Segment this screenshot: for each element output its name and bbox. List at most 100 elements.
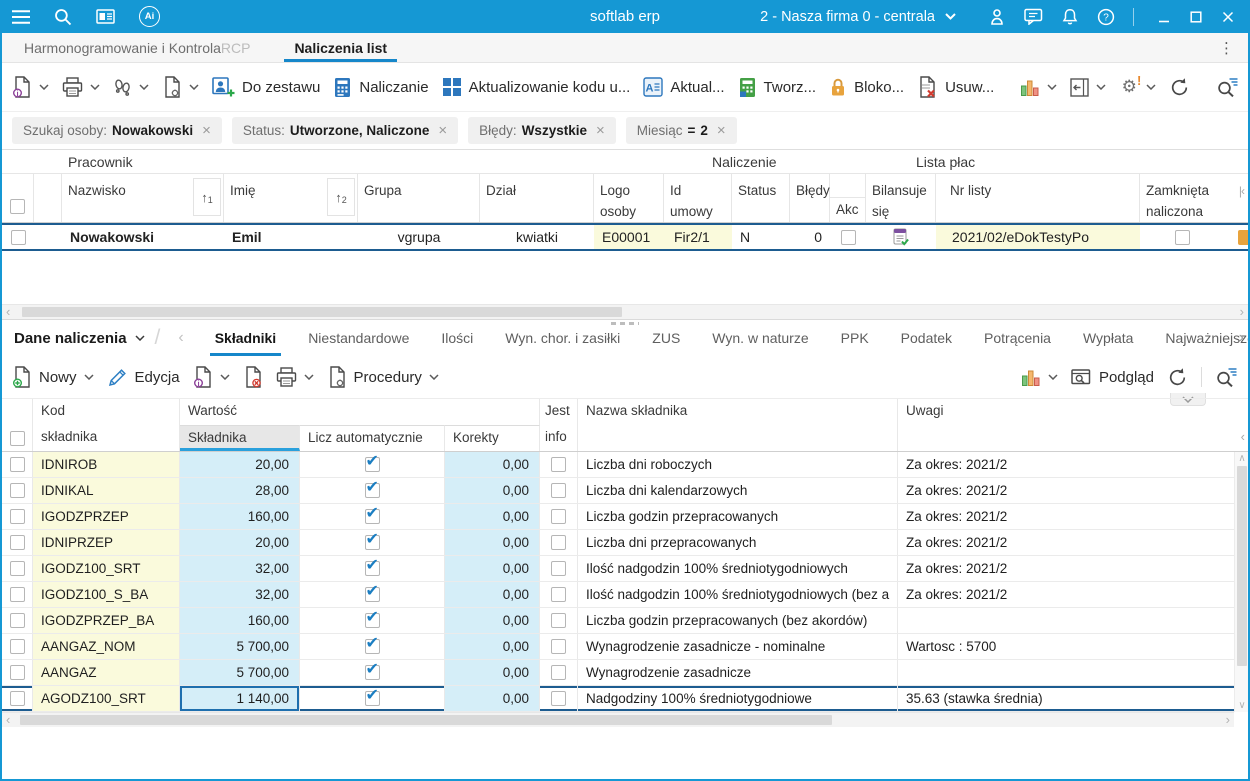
do-zestawu-button[interactable]: Do zestawu bbox=[212, 77, 320, 97]
filter-chip[interactable]: Status: Utworzone, Naliczone × bbox=[232, 117, 458, 144]
components-vertical-scrollbar[interactable]: ∧ ∨ bbox=[1234, 452, 1248, 712]
collapse-panel-icon[interactable]: |‹ bbox=[1239, 184, 1244, 198]
components-horizontal-scrollbar[interactable]: ‹ › bbox=[2, 712, 1234, 727]
cell-wartosc[interactable]: 28,00 bbox=[180, 478, 300, 503]
detail-tab[interactable]: Ilości bbox=[428, 320, 486, 356]
cell-korekty[interactable]: 0,00 bbox=[445, 530, 540, 555]
column-uwagi[interactable]: Uwagi bbox=[898, 399, 1234, 425]
cell-wartosc[interactable]: 20,00 bbox=[180, 530, 300, 555]
row-checkbox[interactable] bbox=[10, 457, 25, 472]
detail-chart-button[interactable] bbox=[1021, 367, 1058, 387]
info-document-button[interactable]: i bbox=[193, 366, 230, 388]
component-row[interactable]: IDNIPRZEP 20,00 0,00 Liczba dni przeprac… bbox=[2, 530, 1248, 556]
user-icon[interactable] bbox=[988, 8, 1006, 25]
cell-wartosc[interactable]: 160,00 bbox=[180, 608, 300, 633]
cell-wartosc[interactable]: 5 700,00 bbox=[180, 634, 300, 659]
jest-info-checkbox[interactable] bbox=[551, 613, 566, 628]
cell-imie[interactable]: Emil bbox=[224, 225, 358, 249]
more-menu-icon[interactable]: ⋮ bbox=[1205, 33, 1248, 62]
column-logo-osoby[interactable]: Logo osoby bbox=[594, 174, 664, 222]
component-row[interactable]: AGODZ100_SRT 1 140,00 0,00 Nadgodziny 10… bbox=[2, 686, 1248, 712]
cell-kod[interactable]: IGODZPRZEP bbox=[33, 504, 180, 529]
cell-nazwa[interactable]: Wynagrodzenie zasadnicze bbox=[578, 660, 898, 685]
maximize-button[interactable] bbox=[1190, 11, 1202, 23]
new-document-button[interactable]: i bbox=[12, 76, 49, 98]
tab-naliczenia-list[interactable]: Naliczenia list bbox=[272, 33, 409, 62]
column-imie[interactable]: Imię ↑2 bbox=[224, 174, 358, 222]
jest-info-checkbox[interactable] bbox=[551, 457, 566, 472]
scrollbar-thumb[interactable] bbox=[20, 715, 832, 725]
column-bilansuje-sie[interactable]: Bilansuje się bbox=[866, 174, 936, 222]
collapse-panel-icon[interactable]: ‹ bbox=[1241, 429, 1245, 444]
cell-kod[interactable]: AGODZ100_SRT bbox=[33, 686, 180, 711]
employees-horizontal-scrollbar[interactable]: ‹ › bbox=[2, 304, 1248, 319]
row-checkbox[interactable] bbox=[10, 561, 25, 576]
cell-korekty[interactable]: 0,00 bbox=[445, 504, 540, 529]
minimize-button[interactable] bbox=[1158, 11, 1170, 23]
detail-search-button[interactable] bbox=[1215, 367, 1238, 388]
scroll-down-icon[interactable]: ∨ bbox=[1235, 700, 1248, 711]
column-nr-listy[interactable]: Nr listy bbox=[936, 174, 1140, 222]
cell-wartosc[interactable]: 20,00 bbox=[180, 452, 300, 477]
akc-checkbox[interactable] bbox=[841, 230, 856, 245]
naliczanie-button[interactable]: Naliczanie bbox=[333, 77, 428, 98]
sort-asc-1-icon[interactable]: ↑1 bbox=[193, 178, 221, 216]
scroll-left-icon[interactable]: ‹ bbox=[6, 712, 10, 727]
tabs-scroll-right-icon[interactable]: › bbox=[1239, 320, 1244, 356]
select-all-checkbox[interactable] bbox=[10, 199, 25, 214]
edycja-button[interactable]: Edycja bbox=[107, 367, 180, 388]
cell-nazwa[interactable]: Nadgodziny 100% średniotygodniowe bbox=[578, 686, 898, 711]
component-row[interactable]: IDNIROB 20,00 0,00 Liczba dni roboczych … bbox=[2, 452, 1248, 478]
cell-wartosc[interactable]: 32,00 bbox=[180, 556, 300, 581]
detail-tab[interactable]: Potrącenia bbox=[971, 320, 1064, 356]
print-detail-button[interactable] bbox=[276, 367, 314, 387]
remove-filter-icon[interactable]: × bbox=[202, 122, 211, 139]
licz-automatycznie-checkbox[interactable] bbox=[365, 509, 380, 524]
component-row[interactable]: AANGAZ_NOM 5 700,00 0,00 Wynagrodzenie z… bbox=[2, 634, 1248, 660]
cell-korekty[interactable]: 0,00 bbox=[445, 556, 540, 581]
employee-row[interactable]: Nowakowski Emil vgrupa kwiatki E00001 Fi… bbox=[2, 223, 1248, 251]
jest-info-checkbox[interactable] bbox=[551, 535, 566, 550]
cell-grupa[interactable]: vgrupa bbox=[358, 225, 480, 249]
component-row[interactable]: IGODZ100_SRT 32,00 0,00 Ilość nadgodzin … bbox=[2, 556, 1248, 582]
document-settings-button[interactable] bbox=[162, 76, 199, 98]
cell-id-umowy[interactable]: Fir2/1 bbox=[664, 225, 732, 249]
cell-uwagi[interactable]: Wartosc : 5700 bbox=[898, 634, 1234, 659]
tabs-scroll-left-icon[interactable]: ‹ bbox=[170, 320, 191, 356]
column-grupa[interactable]: Grupa bbox=[358, 174, 480, 222]
bell-icon[interactable] bbox=[1061, 8, 1079, 26]
column-skladnika[interactable]: Składnika bbox=[180, 425, 300, 451]
chart-button[interactable] bbox=[1020, 77, 1057, 97]
cell-nazwisko[interactable]: Nowakowski bbox=[62, 225, 224, 249]
scroll-right-icon[interactable]: › bbox=[1226, 712, 1230, 727]
usuwanie-button[interactable]: Usuw... bbox=[917, 76, 994, 98]
column-dzial[interactable]: Dział bbox=[480, 174, 594, 222]
cell-kod[interactable]: IGODZ100_SRT bbox=[33, 556, 180, 581]
cell-kod[interactable]: AANGAZ_NOM bbox=[33, 634, 180, 659]
detail-tab[interactable]: Podatek bbox=[888, 320, 965, 356]
detail-tab[interactable]: Wypłata bbox=[1070, 320, 1146, 356]
cell-wartosc[interactable]: 32,00 bbox=[180, 582, 300, 607]
cell-kod[interactable]: IGODZPRZEP_BA bbox=[33, 608, 180, 633]
cell-bledy[interactable]: 0 bbox=[790, 225, 830, 249]
column-bledy[interactable]: Błędy bbox=[790, 174, 830, 222]
filter-chip[interactable]: Szukaj osoby: Nowakowski × bbox=[12, 117, 222, 144]
cell-nazwa[interactable]: Liczba godzin przepracowanych bbox=[578, 504, 898, 529]
cell-korekty[interactable]: 0,00 bbox=[445, 478, 540, 503]
aktual-button[interactable]: A Aktual... bbox=[643, 77, 724, 97]
column-kod-line1[interactable]: Kod bbox=[33, 399, 180, 425]
balance-document-icon[interactable] bbox=[893, 228, 910, 247]
licz-automatycznie-checkbox[interactable] bbox=[365, 587, 380, 602]
row-checkbox[interactable] bbox=[10, 509, 25, 524]
component-row[interactable]: IGODZPRZEP 160,00 0,00 Liczba godzin prz… bbox=[2, 504, 1248, 530]
select-all-checkbox[interactable] bbox=[10, 431, 25, 446]
row-checkbox[interactable] bbox=[11, 230, 26, 245]
help-icon[interactable]: ? bbox=[1097, 8, 1115, 26]
scrollbar-thumb[interactable] bbox=[1237, 466, 1247, 666]
remove-filter-icon[interactable]: × bbox=[596, 122, 605, 139]
component-row[interactable]: IGODZ100_S_BA 32,00 0,00 Ilość nadgodzin… bbox=[2, 582, 1248, 608]
scroll-left-icon[interactable]: ‹ bbox=[6, 304, 10, 319]
cell-uwagi[interactable]: Za okres: 2021/2 bbox=[898, 530, 1234, 555]
filter-chip[interactable]: Miesiąc = 2 × bbox=[626, 117, 737, 144]
cell-korekty[interactable]: 0,00 bbox=[445, 608, 540, 633]
